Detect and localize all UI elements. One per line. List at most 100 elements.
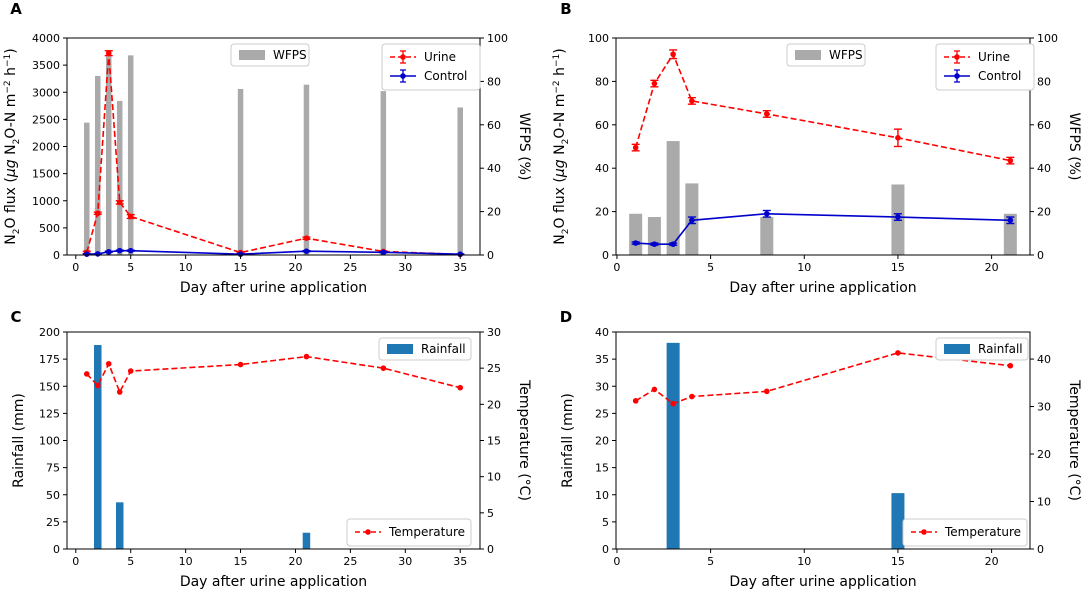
y-tick-label: 3000	[32, 86, 60, 99]
y2-tick-label: 40	[1037, 162, 1051, 175]
legend-marker	[365, 529, 371, 535]
y-axis-label: N2O flux (μg N2O-N m−2 h−1)	[3, 48, 22, 244]
y-tick-label: 60	[595, 119, 609, 132]
x-tick-label: 10	[179, 555, 193, 568]
bar-wfps	[116, 100, 123, 256]
panel-b: B 0 5 10 15 20 0 20 40 60 80 100 0 20 40 60 80 100 Day aft…	[552, 0, 1082, 296]
legend-label: Urine	[424, 50, 456, 64]
legend-lines: Urine Control	[935, 43, 1035, 91]
y-tick-label: 0	[602, 543, 609, 556]
y-tick-label: 40	[595, 326, 609, 339]
legend-box	[230, 43, 310, 67]
legend-box	[786, 43, 866, 67]
bar-wfps	[95, 75, 101, 255]
legend-box	[381, 43, 481, 91]
point-control	[83, 251, 90, 257]
x-tick-label: 20	[985, 261, 999, 274]
point-temperature	[380, 365, 387, 371]
legend-swatch	[795, 50, 821, 60]
x-tick-label: 5	[707, 261, 714, 274]
panel-a: A0 5 10 15 20 25 30 350500100015002000250030003…	[3, 0, 532, 296]
y-tick-label: 1500	[32, 168, 60, 181]
legend-lines: Temperature	[902, 518, 1028, 547]
y2-tick-label: 20	[1037, 206, 1051, 219]
point-control	[105, 248, 112, 255]
y2-tick-label: 20	[487, 206, 501, 219]
point-urine	[670, 51, 676, 58]
point-control	[670, 241, 676, 247]
axes-frame	[66, 331, 481, 550]
point-control	[94, 251, 101, 257]
legend-bars: WFPS	[786, 43, 866, 67]
y2-tick-label: 60	[487, 119, 501, 132]
y2-tick-label: 5	[487, 507, 494, 520]
x-tick-label: 25	[343, 261, 357, 274]
bar-rainfall	[94, 345, 102, 549]
point-temperature	[127, 368, 134, 374]
legend-bars: Rainfall	[378, 337, 472, 361]
legend-label: Urine	[978, 50, 1010, 64]
bar-wfps	[105, 56, 112, 255]
point-control	[237, 251, 244, 257]
legend-marker	[921, 529, 927, 535]
x-tick-label: 10	[797, 261, 811, 274]
y-tick-label: 80	[595, 75, 609, 88]
x-tick-label: 15	[891, 261, 905, 274]
y2-axis-label: WFPS (%)	[516, 113, 532, 181]
point-urine	[303, 235, 310, 241]
point-urine	[94, 210, 101, 217]
point-control	[689, 217, 695, 224]
y-axis-label: N2O flux (μg N2O-N m−2 h−1)	[552, 48, 571, 244]
y2-tick-label: 100	[1037, 32, 1058, 45]
legend-label: Rainfall	[978, 342, 1023, 356]
y2-tick-label: 0	[1037, 249, 1044, 262]
point-urine	[105, 50, 112, 56]
point-control	[457, 251, 464, 257]
point-temperature	[670, 400, 676, 407]
legend-swatch	[239, 50, 265, 60]
point-control	[632, 240, 639, 246]
legend-lines: Temperature	[346, 518, 472, 547]
point-control	[651, 241, 658, 247]
point-urine	[689, 98, 695, 104]
y2-tick-label: 10	[1037, 496, 1051, 509]
point-control	[303, 248, 310, 255]
legend-box	[378, 337, 472, 361]
y2-tick-label: 10	[487, 471, 501, 484]
point-urine	[127, 213, 134, 220]
point-temperature	[895, 350, 901, 356]
point-urine	[895, 135, 901, 141]
point-control	[1007, 217, 1014, 224]
axes-frame	[615, 37, 1031, 256]
x-tick-label: 35	[453, 261, 467, 274]
y2-tick-label: 40	[1037, 353, 1051, 366]
x-tick-label: 5	[707, 555, 714, 568]
legend-label: Temperature	[944, 525, 1021, 539]
y-tick-label: 25	[46, 516, 60, 529]
point-urine	[1007, 157, 1014, 164]
y-tick-label: 10	[595, 489, 609, 502]
x-tick-label: 15	[234, 555, 248, 568]
x-tick-label: 5	[127, 261, 134, 274]
point-temperature	[764, 388, 770, 395]
y-tick-label: 125	[39, 407, 60, 420]
point-urine	[764, 111, 770, 117]
y-tick-label: 100	[588, 32, 609, 45]
y2-tick-label: 15	[487, 435, 501, 448]
point-temperature	[1007, 362, 1014, 369]
x-tick-label: 10	[179, 261, 193, 274]
bar-wfps	[303, 84, 310, 255]
bar-wfps	[647, 217, 661, 255]
x-tick-label: 0	[613, 261, 620, 274]
y-tick-label: 20	[595, 206, 609, 219]
y-tick-label: 0	[53, 249, 60, 262]
point-temperature	[237, 361, 244, 368]
bar-wfps	[760, 217, 774, 255]
legend-box	[346, 518, 472, 547]
legend-swatch	[944, 344, 970, 354]
legend-label: Rainfall	[421, 342, 466, 356]
y2-tick-label: 30	[487, 326, 501, 339]
y-tick-label: 2000	[32, 141, 60, 154]
y2-tick-label: 0	[1037, 543, 1044, 556]
panel-label: C	[10, 308, 21, 326]
